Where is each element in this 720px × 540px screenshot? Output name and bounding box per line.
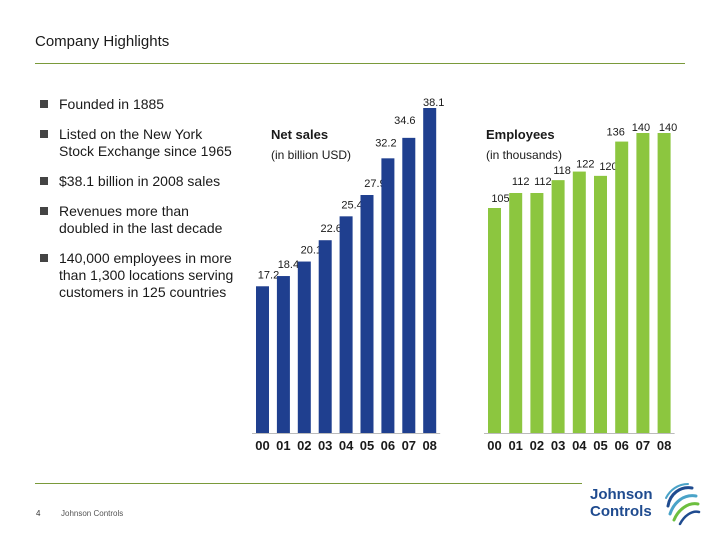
- x-tick-label: 02: [297, 438, 311, 453]
- data-label: 20.1: [301, 245, 322, 257]
- data-label: 120: [599, 161, 617, 173]
- employees-chart: Employees (in thousands) 105 00 112 01 112 02…: [484, 122, 677, 453]
- logo-wordmark: Johnson Controls: [590, 486, 653, 520]
- data-label: 140: [632, 122, 650, 134]
- x-tick-label: 00: [255, 438, 269, 453]
- data-label: 118: [553, 165, 571, 177]
- data-label: 112: [512, 176, 530, 188]
- x-tick-label: 01: [276, 438, 290, 453]
- data-label: 136: [607, 127, 625, 139]
- employees-title: Employees: [486, 127, 555, 142]
- x-tick-label: 06: [381, 438, 395, 453]
- bar: [360, 195, 374, 433]
- x-tick-label: 05: [593, 438, 607, 453]
- bullet-square-icon: [40, 207, 48, 215]
- bar: [615, 141, 629, 434]
- data-label: 112: [534, 176, 552, 188]
- data-label: 105: [491, 193, 509, 205]
- x-tick-label: 01: [508, 438, 522, 453]
- bar: [423, 108, 437, 433]
- x-tick-label: 07: [402, 438, 416, 453]
- data-label: 27.9: [364, 178, 385, 190]
- data-label: 32.2: [375, 137, 396, 149]
- data-label: 22.6: [320, 223, 341, 235]
- x-tick-label: 03: [551, 438, 565, 453]
- employees-subtitle: (in thousands): [486, 148, 562, 162]
- data-label: 34.6: [394, 115, 415, 127]
- company-logo: Johnson Controls: [590, 478, 701, 530]
- net-sales-subtitle: (in billion USD): [271, 148, 351, 162]
- x-tick-label: 08: [422, 438, 436, 453]
- page-title: Company Highlights: [35, 33, 170, 50]
- data-label: 122: [576, 159, 594, 171]
- x-tick-label: 04: [572, 438, 587, 453]
- bar: [318, 240, 332, 433]
- bar: [402, 137, 416, 433]
- data-label: 140: [659, 122, 677, 134]
- bar: [276, 276, 290, 433]
- x-tick-label: 00: [487, 438, 501, 453]
- data-label: 25.4: [341, 199, 362, 211]
- x-tick-label: 05: [360, 438, 374, 453]
- bullet-item: $38.1 billion in 2008 sales: [40, 173, 240, 190]
- bar: [551, 180, 565, 433]
- bar: [297, 261, 311, 433]
- globe-swirl-icon: [665, 483, 701, 526]
- bar: [488, 208, 501, 433]
- bullet-square-icon: [40, 130, 48, 138]
- page-number: 4: [36, 509, 41, 518]
- x-tick-label: 04: [339, 438, 354, 453]
- x-tick-label: 07: [636, 438, 650, 453]
- bullet-square-icon: [40, 177, 48, 185]
- footer-divider: [35, 483, 582, 484]
- x-tick-label: 06: [614, 438, 628, 453]
- bullet-item: Listed on the New York Stock Exchange si…: [40, 126, 240, 160]
- bullet-item: Founded in 1885: [40, 96, 240, 113]
- bullet-item: 140,000 employees in more than 1,300 loc…: [40, 250, 240, 301]
- data-label: 38.1: [423, 97, 444, 109]
- net-sales-chart: Net sales (in billion USD) 17.2 00 18.4 01 2…: [252, 97, 444, 453]
- x-tick-label: 03: [318, 438, 332, 453]
- bullet-square-icon: [40, 254, 48, 262]
- bar: [572, 171, 586, 434]
- bar: [530, 193, 544, 433]
- x-tick-label: 02: [530, 438, 544, 453]
- data-label: 18.4: [278, 259, 299, 271]
- bar: [636, 133, 650, 433]
- bar: [381, 158, 395, 434]
- bullet-item: Revenues more than doubled in the last d…: [40, 203, 240, 237]
- x-tick-label: 08: [657, 438, 671, 453]
- data-label: 17.2: [258, 269, 279, 281]
- bar: [594, 175, 607, 433]
- bar: [339, 216, 353, 433]
- footer-company: Johnson Controls: [61, 509, 124, 518]
- bullet-square-icon: [40, 100, 48, 108]
- bar: [509, 193, 523, 433]
- bar: [256, 286, 269, 433]
- title-divider: [35, 63, 685, 64]
- bullet-list: Founded in 1885 Listed on the New York S…: [40, 96, 240, 314]
- net-sales-title: Net sales: [271, 127, 328, 142]
- bar: [657, 133, 671, 433]
